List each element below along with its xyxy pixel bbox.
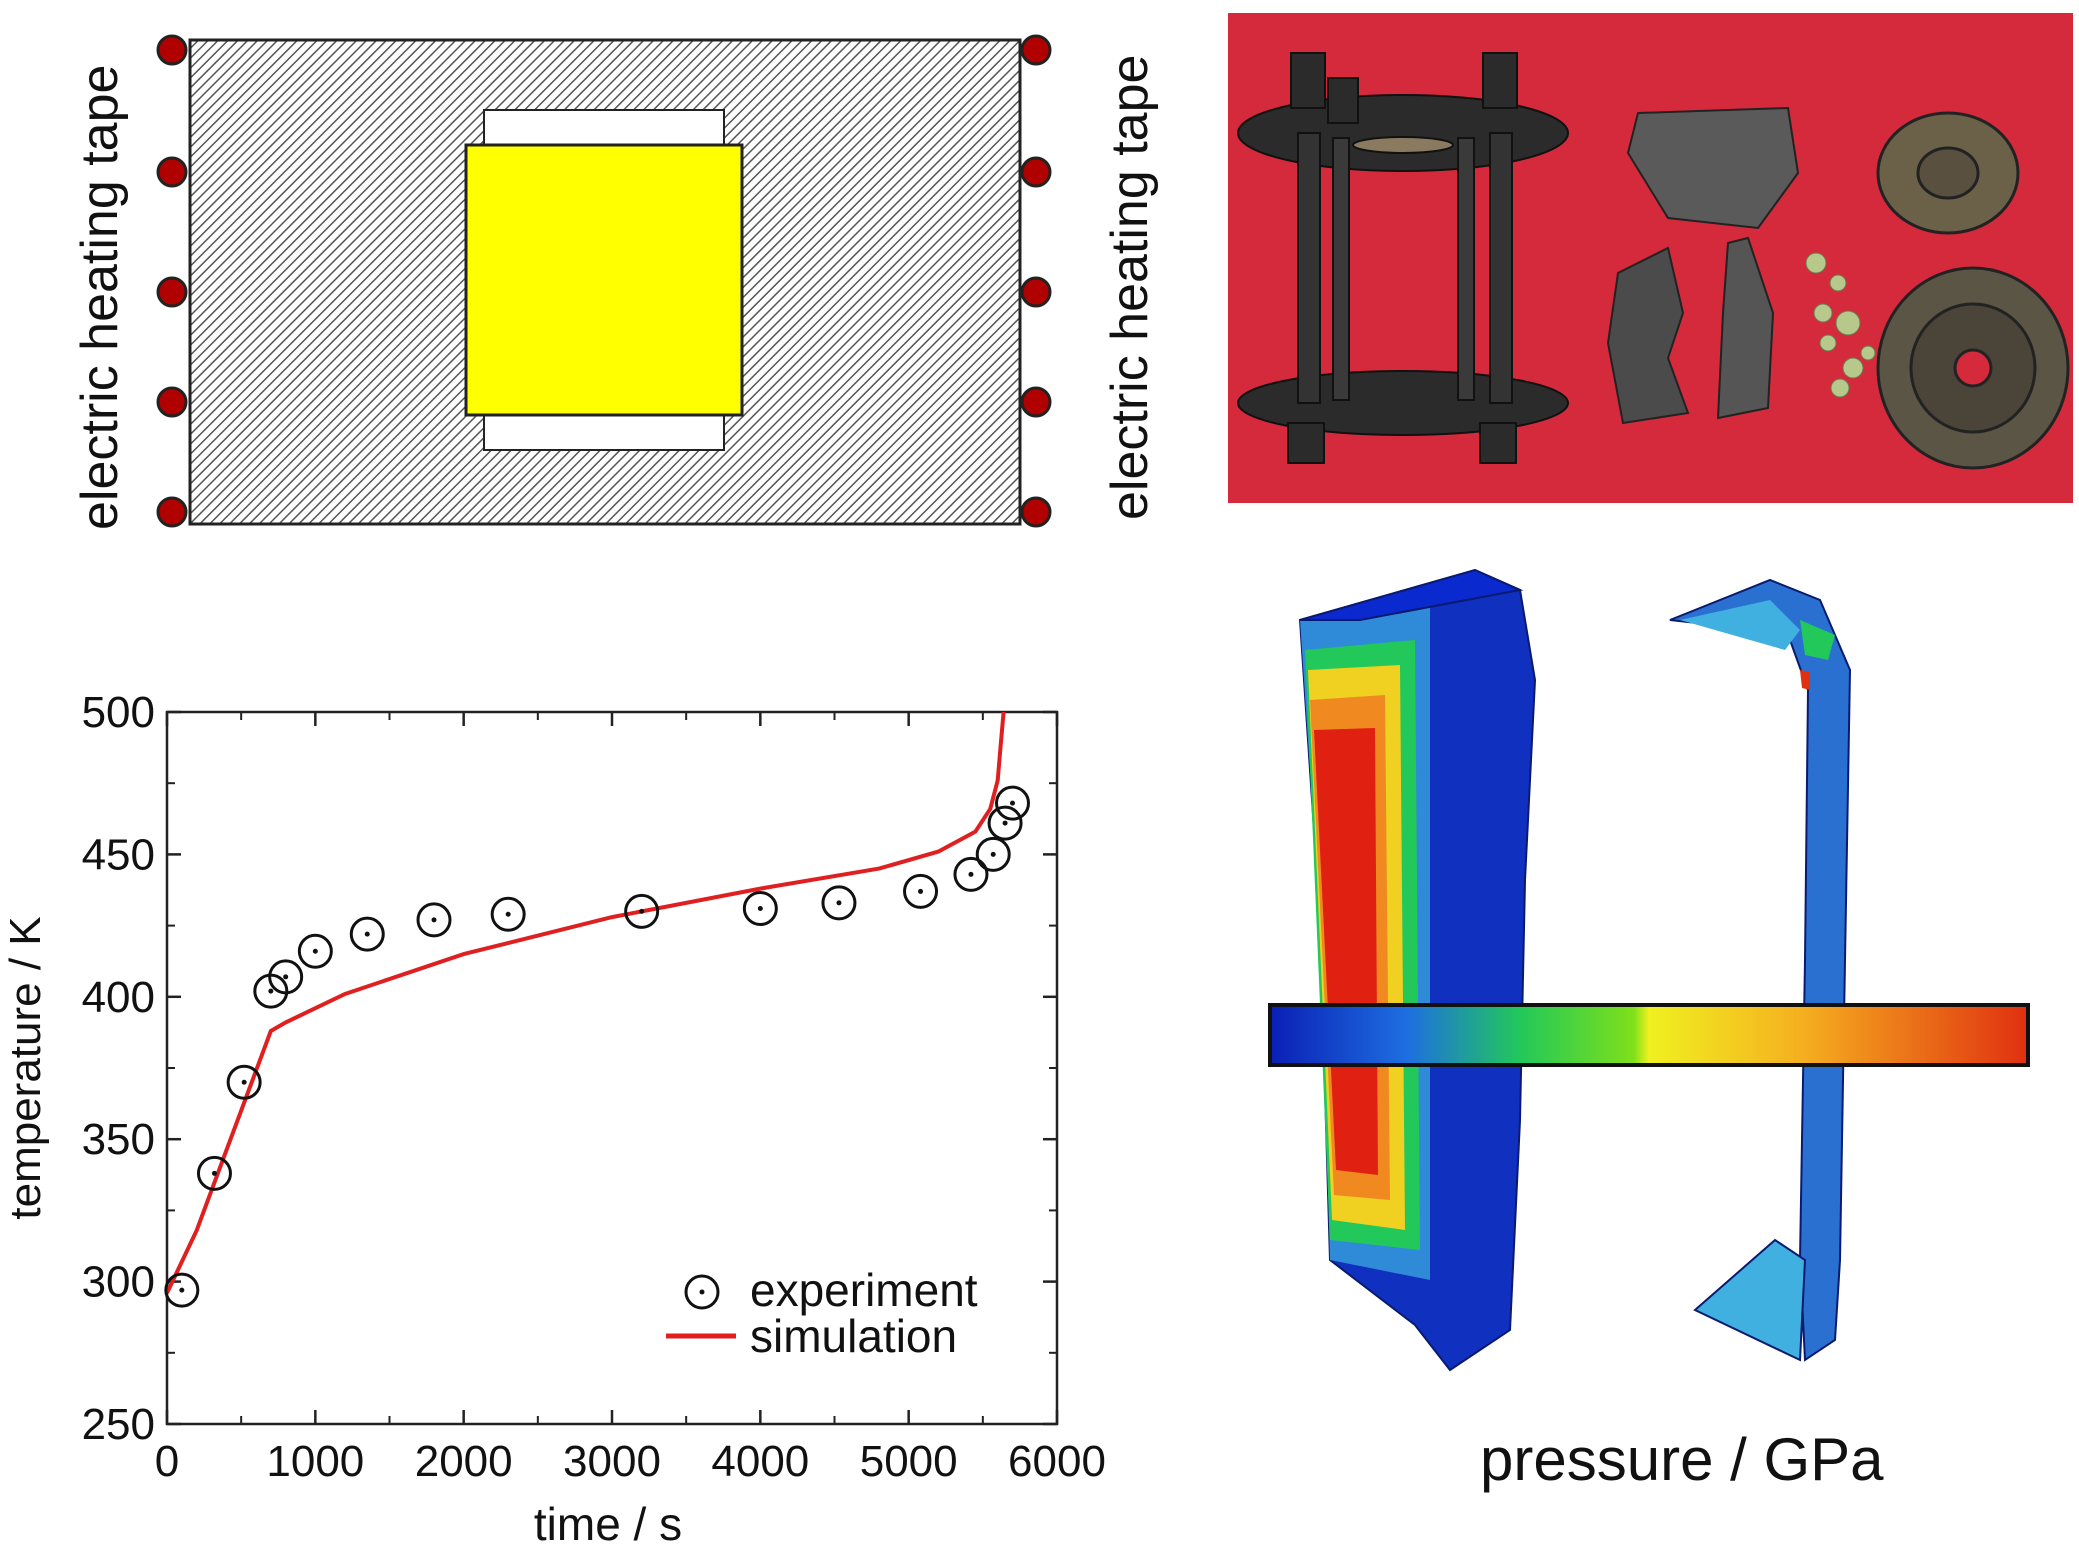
experiment-point-dot: [990, 851, 996, 857]
legend-simulation-label: simulation: [750, 1310, 957, 1362]
experiment-point: [987, 805, 1023, 841]
disc-and-cup: [1876, 111, 2070, 470]
experiment-point-dot: [1002, 820, 1008, 826]
heater-dot: [1020, 496, 1052, 528]
heater-dot: [156, 156, 188, 188]
experiment-point-dot: [268, 988, 274, 994]
schematic-drawing: [156, 34, 1052, 528]
x-tick-label: 2000: [415, 1437, 513, 1486]
experiment-point: [821, 885, 857, 921]
fem-model-right: [1669, 578, 1852, 1362]
legend: experiment simulation: [666, 1264, 978, 1362]
heater-dot: [1020, 386, 1052, 418]
y-tick-label: 400: [82, 973, 155, 1022]
pressure-colorbar: [1268, 1003, 2030, 1067]
heater-dot: [1020, 156, 1052, 188]
fragment-photo: [1228, 13, 2073, 503]
experiment-point-dot: [283, 974, 289, 980]
experiment-point: [268, 959, 304, 995]
experiment-point: [903, 873, 939, 909]
metal-fragments: [1606, 106, 1800, 425]
experiment-point: [624, 893, 660, 929]
photo-drawing: [1228, 13, 2073, 503]
experiment-point: [975, 836, 1011, 872]
x-tick-label: 1000: [266, 1437, 364, 1486]
left-heating-tape-label: electric heating tape: [71, 64, 129, 530]
fem-drawing: [1268, 568, 2030, 1372]
legend-experiment-marker: [684, 1274, 720, 1310]
legend-experiment-marker-dot: [699, 1289, 705, 1295]
fem-model-left: [1298, 568, 1537, 1372]
experiment-point-dot: [312, 948, 318, 954]
y-axis-label: temperature / K: [1, 916, 50, 1219]
experiment-point-dot: [1010, 800, 1015, 806]
experiment-point: [226, 1064, 262, 1100]
heater-dot: [156, 276, 188, 308]
simulation-line: [165, 711, 1006, 1294]
experiment-point: [953, 856, 989, 892]
x-tick-label: 3000: [563, 1437, 661, 1486]
experiment-point-dot: [241, 1079, 247, 1085]
heater-dot: [1020, 276, 1052, 308]
heater-dot: [1020, 34, 1052, 66]
colorbar-label: pressure / GPa: [1480, 1426, 1884, 1493]
legend-experiment-label: experiment: [750, 1264, 978, 1316]
experiment-point: [164, 1272, 200, 1308]
sample-block: [464, 143, 744, 417]
experiment-point: [349, 916, 385, 952]
experiment-point-dot: [968, 871, 974, 877]
y-tick-label: 250: [82, 1400, 155, 1449]
fem-pressure-results: pressure / GPa: [1230, 560, 2079, 1559]
experiment-point-dot: [431, 917, 437, 923]
heater-dot: [156, 496, 188, 528]
heater-dot: [156, 386, 188, 418]
experiment-point: [416, 902, 452, 938]
experiment-point-dot: [179, 1287, 185, 1293]
x-tick-label: 0: [155, 1437, 179, 1486]
heater-schematic: electric heating tape electric heating t…: [0, 0, 1159, 550]
experiment-point: [995, 785, 1030, 821]
heater-dots-left: [156, 34, 188, 528]
clamp-frame: [1237, 52, 1569, 464]
chart-plot: 0 1000 2000 3000 4000 5000 6000 250 300 350 400 450…: [1, 688, 1106, 1550]
experiment-point: [196, 1155, 232, 1191]
heater-dots-right: [1020, 34, 1052, 528]
y-tick-label: 300: [82, 1258, 155, 1307]
right-heating-tape-label: electric heating tape: [1101, 54, 1159, 520]
experiment-point-dot: [211, 1170, 217, 1176]
experiment-point-dot: [836, 900, 842, 906]
y-tick-label: 500: [82, 688, 155, 737]
heater-dot: [156, 34, 188, 66]
experiment-point: [742, 891, 778, 927]
y-tick-label: 450: [82, 830, 155, 879]
x-tick-label: 5000: [860, 1437, 958, 1486]
experiment-point-dot: [757, 906, 763, 912]
powder-crumbs: [1805, 252, 1876, 398]
experiment-point-dot: [639, 908, 645, 914]
experiment-point-dot: [505, 911, 511, 917]
experiment-point-dot: [364, 931, 370, 937]
temperature-chart: 0 1000 2000 3000 4000 5000 6000 250 300 350 400 450…: [0, 640, 1130, 1559]
x-tick-label: 6000: [1008, 1437, 1106, 1486]
x-tick-label: 4000: [711, 1437, 809, 1486]
experiment-point: [297, 933, 333, 969]
experiment-point: [490, 896, 526, 932]
experiment-point-dot: [918, 888, 924, 894]
y-tick-label: 350: [82, 1115, 155, 1164]
x-axis-label: time / s: [534, 1498, 682, 1550]
